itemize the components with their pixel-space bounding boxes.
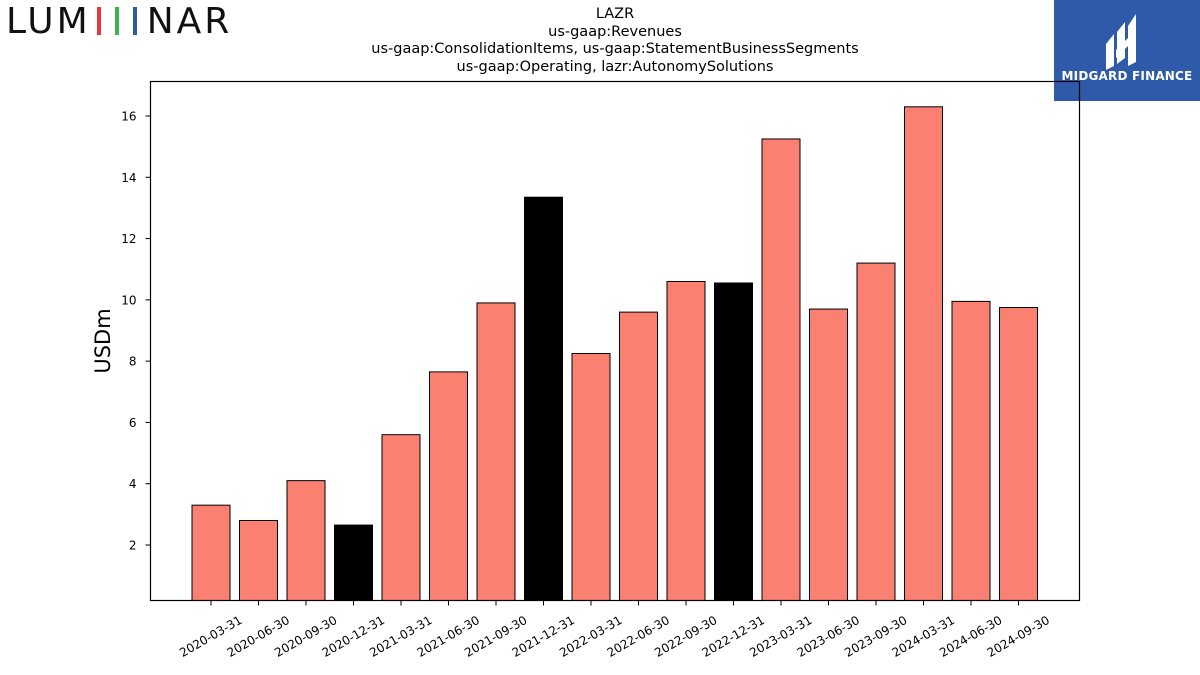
chart-title: LAZR us-gaap:Revenues us-gaap:Consolidat… (370, 6, 860, 76)
bar-2022-03-31 (571, 352, 611, 601)
bar-2020-09-30 (286, 480, 326, 601)
bar-2020-06-30 (239, 519, 278, 601)
y-tick-label: 4 (129, 477, 137, 491)
chart-subtitle-line: us-gaap:Operating, lazr:AutonomySolution… (456, 58, 774, 75)
y-tick-label: 2 (129, 539, 137, 553)
bar-2021-06-30 (429, 371, 468, 601)
bar-2021-03-31 (381, 434, 421, 601)
bar-2020-12-31 (334, 524, 373, 602)
y-tick-label: 8 (129, 355, 137, 369)
midgard-finance-logo: MIDGARD FINANCE (1054, 0, 1200, 101)
chart-subtitle-line: us-gaap:Revenues (548, 23, 682, 40)
bars-layer (191, 106, 1038, 602)
y-axis-label: USDm (91, 308, 115, 373)
bar-2022-12-31 (714, 282, 753, 601)
bar-2022-06-30 (619, 311, 658, 601)
luminar-logo: LUM NAR (6, 2, 232, 42)
bar-2022-09-30 (666, 280, 706, 601)
midgard-logo-icon (1106, 14, 1136, 70)
bar-2021-12-31 (524, 196, 563, 601)
bar-2024-03-31 (904, 106, 943, 602)
brand-name: MIDGARD FINANCE (1061, 69, 1193, 83)
bar-2024-09-30 (999, 307, 1038, 601)
y-tick-label: 6 (129, 416, 137, 430)
y-tick-label: 16 (121, 110, 136, 124)
x-axis: 2020-03-312020-06-302020-09-302020-12-31… (177, 600, 1052, 660)
axes-layer (149, 80, 1081, 602)
logo-text-start: LUM (6, 1, 91, 42)
logo-text-end: NAR (146, 1, 233, 42)
y-tick-label: 10 (121, 293, 136, 307)
bar-2023-09-30 (856, 262, 896, 601)
chart-title-line: LAZR (595, 6, 635, 22)
bar-2024-06-30 (951, 300, 991, 601)
bar-2023-03-31 (761, 138, 801, 601)
bar-2023-06-30 (809, 308, 848, 601)
logo-accent-bars (96, 7, 101, 35)
chart-subtitle-line: us-gaap:ConsolidationItems, us-gaap:Stat… (371, 41, 859, 57)
y-axis: 2 4 6 8 10 12 14 16 (121, 110, 151, 553)
bar-2021-09-30 (476, 302, 516, 601)
y-tick-label: 14 (121, 171, 136, 185)
bar-2020-03-31 (191, 504, 231, 601)
y-tick-label: 12 (121, 232, 136, 246)
plot-frame (149, 80, 1081, 602)
